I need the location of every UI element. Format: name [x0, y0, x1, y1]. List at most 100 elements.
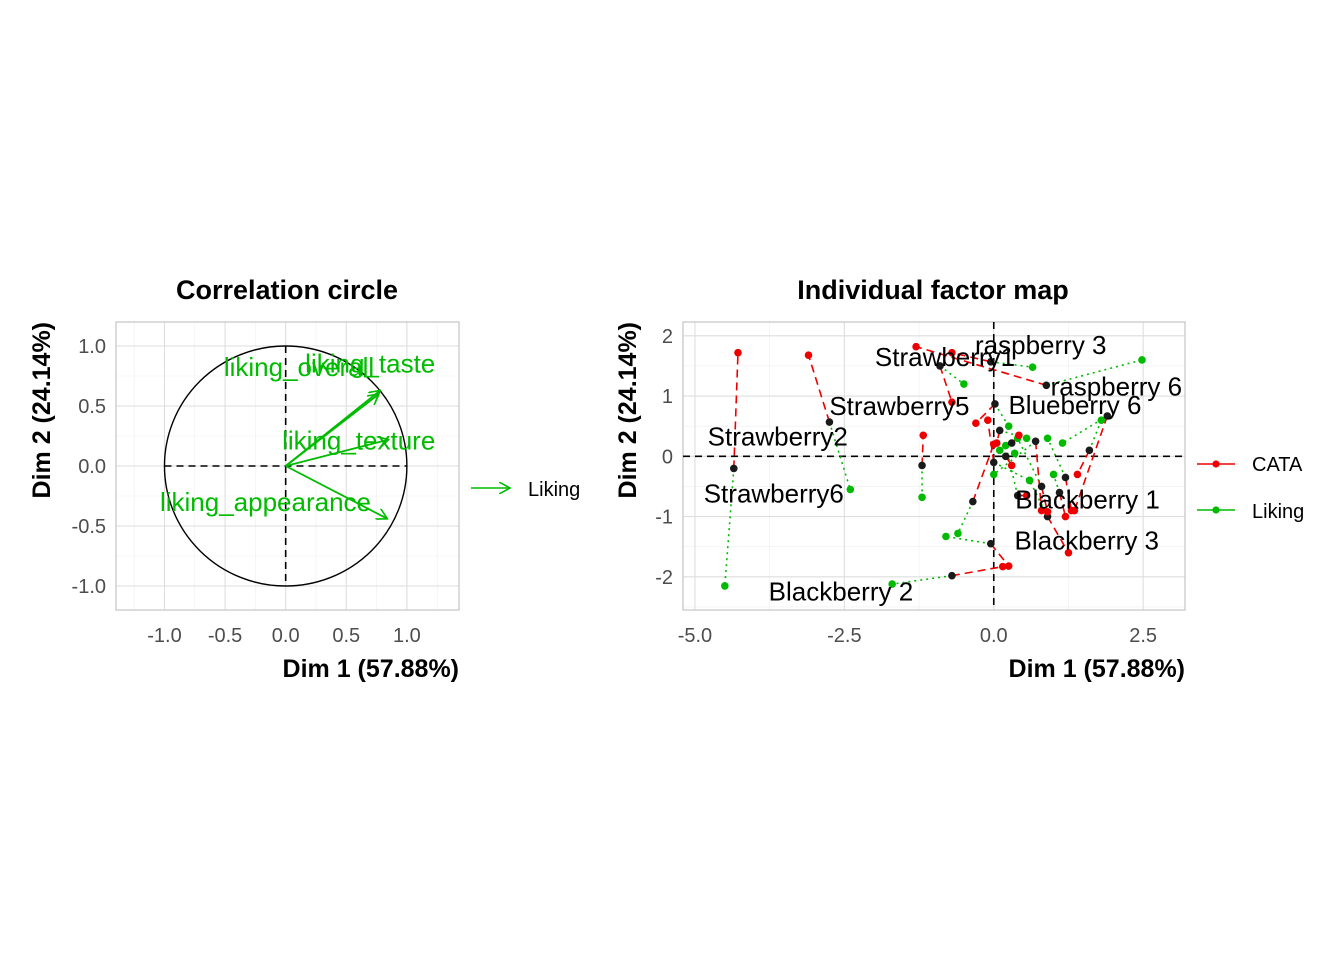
mean-point-blackberry-3: [986, 539, 995, 548]
mean-point-individual-14: [1037, 482, 1046, 491]
correlation-circle-ytick-label: 0.0: [78, 456, 106, 478]
liking-segment-raspberry-3: [990, 360, 1033, 368]
individual-factor-map-xlabel: Dim 1 (57.88%): [1009, 655, 1185, 683]
individual-factor-map-ytick-label: 1: [662, 386, 673, 408]
cata-point-raspberry-3: [948, 348, 956, 357]
individual-factor-map-ylabel: Dim 2 (24.14%): [614, 322, 642, 498]
vector-liking-texture: [285, 440, 389, 467]
vector-label-liking-texture: liking_texture: [282, 426, 435, 456]
cata-segment-individual-14: [1040, 486, 1049, 512]
mean-point-individual-16: [1001, 452, 1010, 461]
cata-segment-individual-19: [986, 420, 995, 463]
liking-point-blueberry-6: [1004, 422, 1013, 431]
mean-point-blueberry-6: [991, 400, 999, 408]
cata-segment-individual-11: [1076, 449, 1091, 475]
individual-label-blackberry-3: Blackberry 3: [1015, 526, 1160, 556]
liking-point-raspberry-6: [1138, 356, 1146, 364]
mean-point-individual-12: [1103, 412, 1112, 420]
vector-label-liking-overall: liking_overall: [224, 352, 374, 382]
cata-point-individual-19: [983, 416, 992, 425]
mean-point-strawberry5: [825, 418, 834, 426]
cata-point-blackberry-2: [998, 562, 1007, 571]
cata-segment-individual-17: [972, 444, 995, 502]
cata-point-strawberry6: [734, 348, 742, 357]
mean-point-individual-13: [1061, 473, 1070, 482]
individual-label-strawberry6: Strawberry6: [704, 478, 844, 508]
cata-segment-individual-12: [1073, 415, 1109, 511]
liking-point-blackberry-2: [888, 580, 896, 588]
liking-segment-individual-21: [993, 440, 1037, 476]
mean-point-individual-18: [918, 461, 926, 470]
cata-segment-individual-18: [921, 435, 925, 466]
cata-segment-blueberry-6: [975, 403, 996, 424]
mean-point-individual-15: [1013, 491, 1022, 500]
unit-circle: [163, 345, 408, 587]
cata-point-individual-15: [1022, 491, 1031, 500]
cata-point-strawberry5: [804, 351, 813, 359]
cata-point-individual-16: [1007, 461, 1016, 470]
individual-factor-map-ytick-label: 2: [662, 326, 673, 348]
cata-point-raspberry-6: [912, 342, 920, 351]
liking-point-strawberry1: [960, 380, 968, 388]
correlation-circle-ytick-label: 0.5: [78, 396, 106, 418]
correlation-circle-chart: Correlation circle liking_tasteliking_ov…: [28, 275, 580, 683]
correlation-circle-ytick-label: -0.5: [72, 516, 106, 538]
cata-segment-individual-21: [1034, 441, 1043, 511]
liking-point-strawberry5: [846, 485, 855, 494]
liking-point-blackberry-3: [942, 532, 950, 541]
liking-point-individual-11: [1097, 416, 1106, 425]
individual-factor-map-chart: Individual factor map raspberry 3raspber…: [614, 275, 1304, 683]
individual-label-strawberry2: Strawberry2: [708, 421, 848, 451]
liking-segment-individual-13: [1046, 437, 1067, 478]
correlation-circle-xtick-label: 1.0: [393, 625, 421, 647]
mean-point-blackberry-2: [948, 571, 956, 580]
mean-point-individual-17: [969, 497, 977, 506]
cata-point-blackberry-3: [1004, 562, 1013, 570]
mean-point-individual-11: [1085, 446, 1094, 455]
cata-segment-individual-22: [1058, 492, 1067, 517]
liking-segment-blackberry-2: [892, 574, 953, 585]
cata-segment-strawberry6: [732, 352, 739, 469]
cata-point-individual-22: [1061, 512, 1070, 521]
cata-point-individual-18: [919, 431, 928, 440]
individual-label-strawberry1: Strawberry1: [875, 342, 1015, 372]
cata-segment-raspberry-6: [915, 345, 1047, 387]
mean-point-individual-19: [989, 458, 998, 467]
liking-segment-strawberry1: [939, 365, 965, 385]
liking-segment-individual-19: [993, 461, 1030, 482]
mean-point-individual-22: [1055, 488, 1064, 497]
legend-liking-point: [1212, 506, 1220, 514]
cata-point-strawberry1: [948, 398, 956, 406]
vector-liking-overall: [285, 394, 379, 467]
liking-point-individual-20: [995, 446, 1004, 455]
cata-segment-strawberry1: [939, 365, 953, 403]
mean-point-individual-21: [1031, 437, 1040, 446]
individual-label-blackberry-2: Blackberry 2: [769, 577, 914, 607]
liking-point-individual-18: [918, 493, 926, 502]
liking-point-individual-21: [989, 470, 998, 479]
individual-label-blackberry-1: Blackberry 1: [1015, 485, 1160, 515]
liking-point-individual-16: [1010, 449, 1019, 458]
liking-segment-individual-11: [1088, 419, 1103, 451]
individual-label-raspberry-3: raspberry 3: [975, 330, 1107, 360]
mean-point-raspberry-3: [986, 357, 995, 366]
liking-point-raspberry-3: [1028, 363, 1037, 371]
individual-factor-map-panel-border: [682, 321, 1186, 611]
cata-point-individual-13: [1067, 506, 1076, 515]
vector-liking-appearance: [285, 465, 388, 519]
liking-point-individual-22: [1049, 470, 1058, 479]
individual-factor-map-content: raspberry 3 raspberry 6 Strawberry1 Blueber…: [683, 322, 1185, 610]
correlation-circle-ticks: -1.0 -0.5 0.0 0.5 1.0 -1.0 -0.5 0.0 0.5 1.0: [72, 336, 421, 647]
correlation-circle-xlabel: Dim 1 (57.88%): [283, 655, 459, 683]
legend-cata-point: [1212, 460, 1220, 468]
mean-point-strawberry2: [995, 426, 1004, 435]
cata-segment-individual-13: [1064, 477, 1073, 511]
liking-segment-blackberry-3: [945, 535, 991, 545]
legend-cata-label: CATA: [1252, 454, 1303, 476]
liking-point-strawberry6: [721, 582, 729, 590]
cata-point-individual-17: [989, 440, 998, 449]
correlation-circle-legend: Liking: [471, 479, 580, 501]
liking-segment-individual-17: [957, 501, 974, 534]
mean-point-strawberry6: [729, 464, 738, 473]
